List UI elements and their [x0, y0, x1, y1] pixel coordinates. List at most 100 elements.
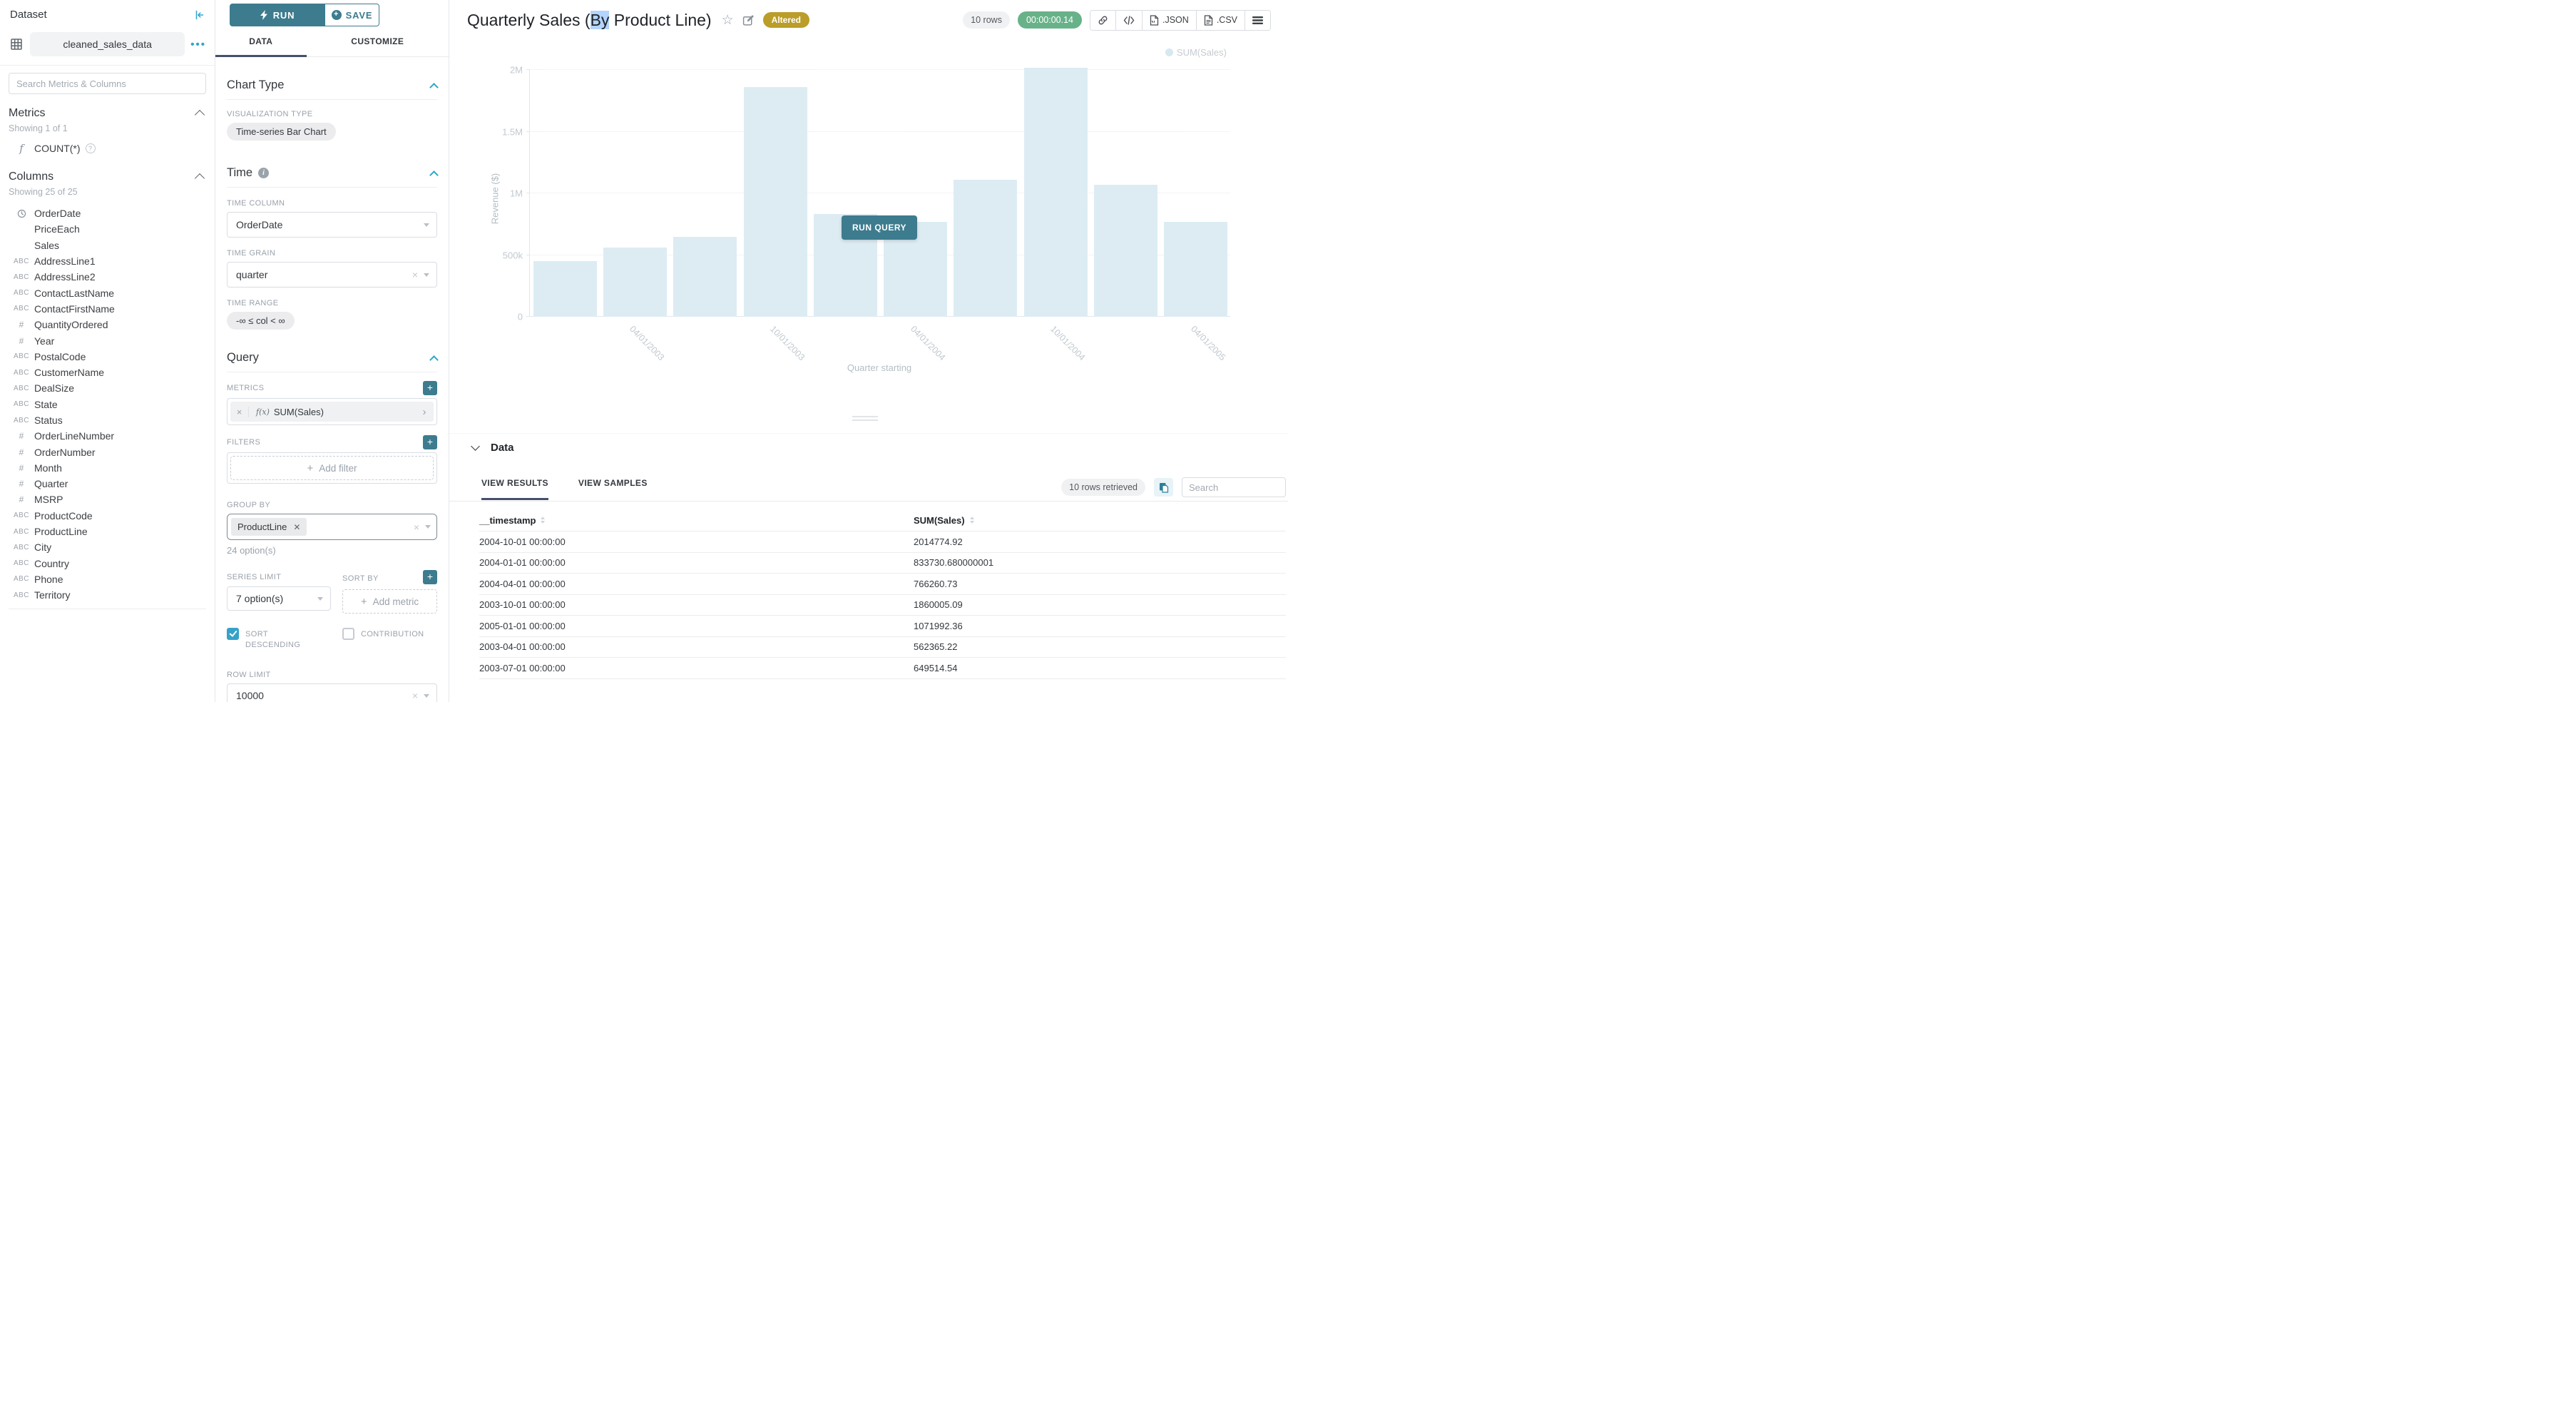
column-list-item[interactable]: # MSRP: [9, 492, 206, 507]
group-by-select[interactable]: ProductLine ✕ ×: [227, 514, 437, 540]
active-tab-indicator: [215, 55, 307, 57]
column-list-item[interactable]: ABC ProductCode: [9, 508, 206, 524]
add-filter-dropzone[interactable]: + Add filter: [230, 456, 434, 480]
embed-code-button[interactable]: [1115, 10, 1142, 30]
column-list-item[interactable]: ABC ContactFirstName: [9, 301, 206, 317]
chevron-up-icon[interactable]: [194, 109, 205, 121]
add-sort-metric-button[interactable]: +: [423, 570, 437, 584]
column-list-item[interactable]: ABC Territory: [9, 587, 206, 603]
chevron-up-icon[interactable]: [429, 170, 439, 180]
chart-title[interactable]: Quarterly Sales (By Product Line): [467, 10, 712, 29]
abc-type-icon: ABC: [13, 384, 30, 392]
column-type-icon: #: [9, 320, 34, 330]
time-grain-select[interactable]: quarter ×: [227, 262, 437, 288]
chevron-up-icon[interactable]: [429, 82, 439, 92]
table-row: 2004-01-01 00:00:00 833730.680000001: [479, 553, 1286, 574]
chart-legend[interactable]: SUM(Sales): [1165, 47, 1227, 58]
export-json-button[interactable]: .JSON: [1142, 10, 1196, 30]
clear-icon[interactable]: ×: [412, 690, 418, 701]
dataset-name[interactable]: cleaned_sales_data: [30, 32, 185, 56]
time-column-select[interactable]: OrderDate: [227, 212, 437, 238]
time-range-value[interactable]: -∞ ≤ col < ∞: [227, 312, 295, 330]
remove-chip-icon[interactable]: ✕: [293, 522, 301, 532]
tab-data[interactable]: DATA: [249, 36, 273, 46]
column-list-item[interactable]: ABC AddressLine2: [9, 269, 206, 285]
column-list-item[interactable]: OrderDate: [9, 205, 206, 221]
clear-icon[interactable]: ×: [413, 521, 419, 533]
column-list-item[interactable]: # Quarter: [9, 476, 206, 492]
group-by-chip[interactable]: ProductLine ✕: [231, 518, 307, 536]
chevron-up-icon[interactable]: [194, 173, 205, 184]
panel-resize-handle[interactable]: [852, 416, 878, 423]
run-query-button[interactable]: RUN QUERY: [842, 215, 918, 240]
column-list-item[interactable]: ABC City: [9, 539, 206, 555]
column-list-item[interactable]: # OrderLineNumber: [9, 428, 206, 444]
info-icon[interactable]: i: [258, 168, 270, 178]
add-metric-button[interactable]: +: [423, 381, 437, 395]
column-list-item[interactable]: ABC ContactLastName: [9, 285, 206, 300]
column-list-item[interactable]: # Month: [9, 460, 206, 476]
contribution-checkbox[interactable]: [342, 628, 354, 640]
column-list-item[interactable]: ABC Status: [9, 412, 206, 428]
sort-descending-checkbox[interactable]: [227, 628, 239, 640]
chevron-up-icon[interactable]: [429, 355, 439, 365]
table-row: 2005-01-01 00:00:00 1071992.36: [479, 616, 1286, 637]
search-metrics-columns-input[interactable]: [9, 73, 206, 94]
run-button[interactable]: RUN: [230, 4, 325, 26]
metric-chip[interactable]: × f(x) SUM(Sales) ›: [230, 402, 434, 422]
column-list-item[interactable]: # Year: [9, 332, 206, 348]
results-search-input[interactable]: [1182, 477, 1286, 497]
y-axis-tick-label: 500k: [502, 250, 523, 260]
column-list-item[interactable]: Sales: [9, 238, 206, 253]
column-list-item[interactable]: ABC CustomerName: [9, 365, 206, 380]
columns-showing-count: Showing 25 of 25: [9, 187, 78, 197]
favorite-star-icon[interactable]: ☆: [721, 12, 734, 28]
tab-view-results[interactable]: VIEW RESULTS: [481, 478, 548, 500]
columns-section-title: Columns: [9, 171, 54, 183]
column-list-item[interactable]: ABC Country: [9, 556, 206, 571]
x-axis-tick-label: 04/01/2004: [908, 324, 947, 363]
metric-list-item[interactable]: f COUNT(*) ?: [9, 141, 206, 156]
column-list-item[interactable]: ABC ProductLine: [9, 524, 206, 539]
abc-type-icon: ABC: [13, 575, 30, 584]
chevron-right-icon[interactable]: ›: [422, 405, 426, 418]
column-list-item[interactable]: # QuantityOrdered: [9, 317, 206, 332]
column-list-item[interactable]: ABC PostalCode: [9, 349, 206, 365]
add-filter-button[interactable]: +: [423, 435, 437, 449]
hash-type-icon: #: [19, 462, 24, 473]
column-list-item[interactable]: ABC DealSize: [9, 380, 206, 396]
remove-metric-icon[interactable]: ×: [230, 406, 249, 417]
column-type-icon: #: [9, 336, 34, 346]
tab-customize[interactable]: CUSTOMIZE: [351, 36, 404, 46]
export-csv-button[interactable]: .CSV: [1195, 10, 1244, 30]
series-limit-select[interactable]: 7 option(s): [227, 586, 331, 611]
column-header-sum-sales[interactable]: SUM(Sales): [914, 515, 1286, 526]
group-by-label: GROUP BY: [227, 501, 271, 509]
clear-icon[interactable]: ×: [412, 269, 418, 280]
edit-title-icon[interactable]: [742, 14, 755, 26]
visualization-type-value[interactable]: Time-series Bar Chart: [227, 123, 336, 141]
altered-badge[interactable]: Altered: [762, 12, 809, 28]
column-list-item[interactable]: ABC State: [9, 397, 206, 412]
column-header-timestamp[interactable]: __timestamp: [479, 515, 914, 526]
data-section-toggle[interactable]: Data: [471, 442, 514, 454]
copy-data-button[interactable]: [1154, 478, 1173, 497]
column-list-item[interactable]: ABC Phone: [9, 571, 206, 587]
menu-button[interactable]: [1244, 10, 1270, 30]
add-sort-metric-dropzone[interactable]: + Add metric: [342, 589, 437, 614]
column-label: Month: [34, 462, 62, 474]
table-cell: 766260.73: [914, 578, 958, 589]
collapse-sidebar-icon[interactable]: [193, 9, 205, 21]
column-list-item[interactable]: # OrderNumber: [9, 444, 206, 459]
column-list-item[interactable]: PriceEach: [9, 221, 206, 237]
column-label: PriceEach: [34, 223, 80, 235]
dataset-more-icon[interactable]: •••: [190, 38, 206, 51]
help-icon[interactable]: ?: [85, 143, 96, 153]
share-link-button[interactable]: [1090, 10, 1115, 30]
tab-view-samples[interactable]: VIEW SAMPLES: [578, 478, 648, 488]
save-button[interactable]: + SAVE: [325, 4, 379, 26]
column-list-item[interactable]: ABC AddressLine1: [9, 253, 206, 269]
plus-icon: +: [307, 462, 314, 474]
row-limit-select[interactable]: 10000 ×: [227, 683, 437, 702]
abc-type-icon: ABC: [13, 400, 30, 409]
